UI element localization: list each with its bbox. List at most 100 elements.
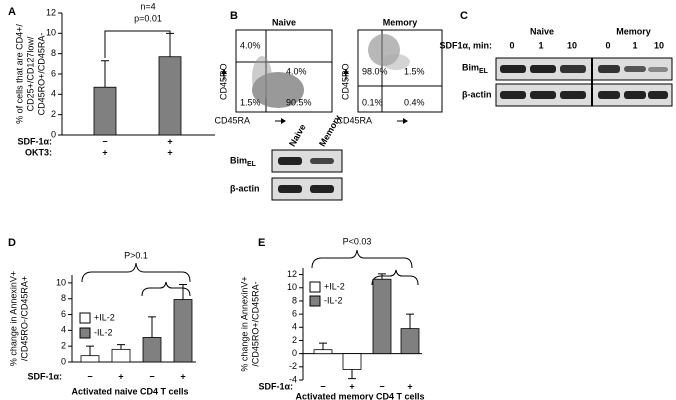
bracket (104, 30, 171, 58)
group-label: Naive (530, 26, 554, 36)
y-axis-label: CD25+/CD127low/ (25, 36, 35, 111)
quadrant-percent: 0.1% (362, 97, 383, 107)
quadrant-percent: 4.0% (240, 40, 261, 50)
panel-label: B (230, 10, 238, 22)
flow-plot (221, 29, 443, 124)
row-value: + (102, 147, 107, 157)
y-tick-label: -2 (289, 361, 297, 371)
quadrant-percent: 98.0% (362, 66, 388, 76)
panel-label: A (8, 6, 16, 18)
quadrant-percent: 4.0% (286, 66, 307, 76)
y-axis-label: CD45RO (218, 63, 228, 100)
y-tick-label: 0 (292, 348, 297, 358)
panel-label: C (460, 10, 468, 22)
row-value: − (379, 381, 384, 391)
y-tick-label: 2 (61, 341, 66, 351)
brace (311, 249, 413, 269)
annotation: n=4 (140, 1, 155, 11)
y-axis-label: /CD45RO+/CD45RA- (250, 281, 260, 366)
error-bar (101, 60, 109, 88)
row-value: − (87, 371, 92, 381)
row-value: + (118, 371, 123, 381)
error-bar (406, 313, 414, 329)
western-blot (271, 57, 673, 201)
y-tick-label: 6 (61, 309, 66, 319)
y-tick-label: 6 (292, 308, 297, 318)
error-bar (348, 369, 356, 380)
y-tick-label: 4 (61, 325, 66, 335)
time-label: 10 (654, 40, 664, 50)
quadrant-percent: 90.5% (286, 97, 312, 107)
y-axis-label: CD45RO (340, 63, 350, 100)
time-label: 1 (538, 40, 543, 50)
y-tick-label: 10 (287, 282, 297, 292)
row-value: + (167, 147, 172, 157)
x-axis-label: Activated naive CD4 T cells (71, 386, 188, 396)
time-label: 10 (567, 40, 577, 50)
legend-label: -IL-2 (324, 295, 343, 305)
legend-swatch (79, 327, 91, 339)
row-label: β-actin (230, 183, 260, 193)
y-tick-label: 0 (51, 129, 56, 139)
legend-label: +IL-2 (94, 312, 115, 322)
row-value: − (320, 381, 325, 391)
y-tick-label: 2 (51, 109, 56, 119)
bar (342, 353, 362, 370)
y-tick-label: 12 (46, 7, 56, 17)
bar (93, 86, 117, 136)
panel-label: D (8, 237, 16, 249)
y-tick-label: 8 (51, 48, 56, 58)
row-label: OKT3: (25, 147, 52, 157)
bar (158, 56, 182, 136)
brace (81, 262, 191, 283)
plot-title: Naive (272, 17, 296, 27)
y-axis-label: % change in AnnexinV+ (239, 276, 249, 371)
bar (313, 349, 333, 355)
y-tick-label: 2 (292, 335, 297, 345)
y-tick-label: 6 (51, 68, 56, 78)
y-tick-label: 12 (287, 269, 297, 279)
y-axis-label: /CD45RO-/CD45RA+ (19, 276, 29, 361)
y-axis-label: CD45RO+/CD45RA- (36, 33, 46, 116)
brace (371, 269, 419, 286)
bar (111, 348, 131, 363)
quadrant-percent: 0.4% (404, 97, 425, 107)
legend-label: -IL-2 (94, 327, 113, 337)
row-label: β-actin (462, 89, 492, 99)
row-value: − (149, 371, 154, 381)
x-axis-label: CD45RA (336, 115, 372, 125)
x-axis-label: CD45RA (214, 115, 250, 125)
row-label-sub: EL (479, 68, 489, 75)
y-tick-label: -4 (289, 374, 297, 384)
group-label: Memory (616, 26, 651, 36)
error-bar (166, 32, 174, 57)
error-bar (179, 283, 187, 300)
quadrant-percent: 1.5% (404, 66, 425, 76)
lane-label: Memory (317, 113, 343, 148)
row-label: SDF-1α: (27, 371, 62, 381)
quadrant-percent: 1.5% (240, 97, 261, 107)
y-axis-label: % change in AnnexinV+ (8, 271, 18, 366)
brace (141, 281, 191, 297)
time-label: 1 (632, 40, 637, 50)
time-label: 0 (605, 40, 610, 50)
error-bar (319, 342, 327, 350)
condition-label: SDF1α, min: (439, 40, 492, 50)
y-tick-label: 8 (292, 295, 297, 305)
bar (400, 328, 420, 355)
row-value: − (102, 136, 107, 146)
lane-label: Naive (287, 122, 308, 148)
plot-title: Memory (383, 17, 418, 27)
row-label: BimEL (462, 62, 489, 74)
legend-swatch (309, 281, 321, 293)
y-tick-label: 10 (46, 28, 56, 38)
bar (142, 337, 162, 363)
error-bar (148, 316, 156, 338)
time-label: 0 (509, 40, 514, 50)
row-label: BimEL (230, 155, 257, 167)
row-label: SDF-1α: (258, 381, 293, 391)
error-bar (378, 273, 386, 280)
row-value: + (349, 381, 354, 391)
y-axis-label: % of cells that are CD4+/ (14, 24, 24, 124)
